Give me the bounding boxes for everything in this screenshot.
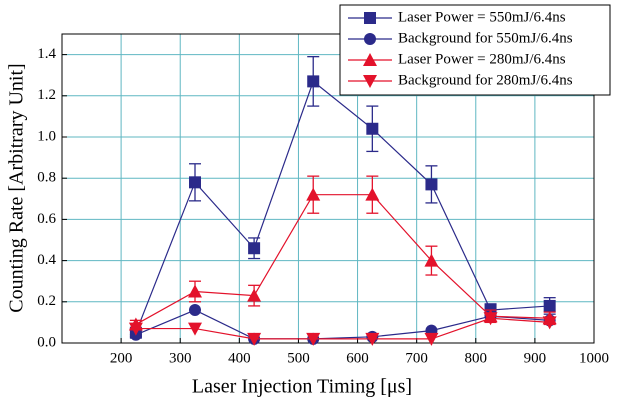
marker	[424, 332, 439, 346]
marker	[247, 288, 262, 302]
marker	[307, 75, 320, 88]
y-tick-label: 0.4	[37, 252, 56, 268]
legend-label: Laser Power = 550mJ/6.4ns	[398, 9, 566, 25]
marker	[543, 299, 556, 312]
x-tick-label: 500	[287, 350, 310, 366]
legend: Laser Power = 550mJ/6.4ns Background for …	[339, 4, 611, 96]
legend-marker	[363, 53, 377, 66]
x-tick-label: 700	[405, 350, 428, 366]
legend-label: Background for 550mJ/6.4ns	[398, 30, 573, 46]
marker	[365, 187, 380, 201]
y-tick-label: 0.8	[37, 170, 56, 186]
marker	[306, 187, 321, 201]
legend-box	[339, 4, 611, 96]
legend-label: Laser Power = 280mJ/6.4ns	[398, 51, 566, 67]
x-tick-label: 400	[228, 350, 251, 366]
series-line	[135, 194, 550, 325]
series-line	[135, 309, 550, 340]
series-line	[135, 317, 550, 340]
y-tick-label: 0.0	[37, 334, 56, 350]
y-axis-label: Counting Rate [Arbitrary Unit]	[6, 63, 28, 312]
marker	[189, 176, 201, 189]
marker	[247, 332, 262, 346]
legend-marker	[363, 75, 377, 88]
legend-label: Background for 280mJ/6.4ns	[398, 72, 573, 88]
marker	[483, 312, 498, 326]
marker	[188, 322, 202, 336]
y-tick-label: 1.0	[37, 128, 56, 144]
marker	[248, 242, 261, 255]
legend-marker	[364, 12, 376, 24]
y-tick-label: 1.2	[37, 87, 56, 103]
marker	[306, 332, 321, 346]
marker	[189, 304, 201, 317]
marker	[424, 253, 439, 267]
marker	[188, 284, 202, 298]
x-tick-label: 200	[110, 350, 133, 366]
x-axis-label: Laser Injection Timing [μs]	[192, 376, 412, 398]
marker	[128, 322, 143, 336]
x-tick-label: 1000	[579, 350, 609, 366]
x-tick-label: 900	[524, 350, 547, 366]
legend-marker	[364, 33, 376, 45]
x-tick-label: 800	[465, 350, 488, 366]
y-tick-label: 0.6	[37, 211, 56, 227]
marker	[542, 316, 557, 330]
y-tick-label: 0.2	[37, 293, 56, 309]
x-tick-label: 600	[346, 350, 369, 366]
marker	[365, 332, 380, 346]
x-tick-label: 300	[169, 350, 192, 366]
marker	[425, 178, 438, 191]
plot-frame	[61, 33, 595, 344]
y-tick-label: 1.4	[37, 46, 56, 62]
series-line	[135, 80, 550, 333]
marker	[366, 122, 379, 135]
